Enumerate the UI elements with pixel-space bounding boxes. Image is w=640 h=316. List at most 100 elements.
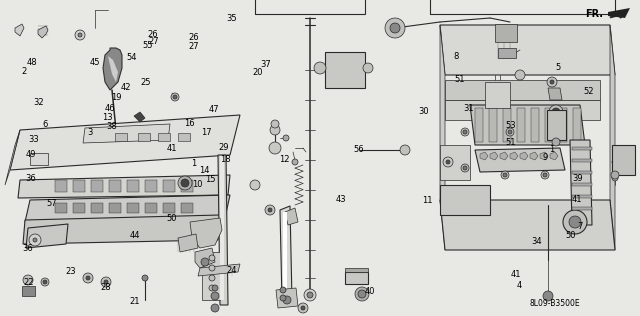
Circle shape: [178, 176, 192, 190]
Polygon shape: [23, 215, 220, 244]
Polygon shape: [517, 108, 525, 142]
Circle shape: [543, 291, 553, 301]
Polygon shape: [91, 203, 103, 213]
Polygon shape: [276, 288, 298, 308]
Polygon shape: [510, 152, 518, 160]
Polygon shape: [540, 152, 548, 160]
Circle shape: [283, 296, 291, 304]
Polygon shape: [83, 124, 170, 143]
Text: 52: 52: [584, 87, 594, 95]
Polygon shape: [572, 171, 592, 174]
Circle shape: [171, 93, 179, 101]
Polygon shape: [545, 108, 553, 142]
Circle shape: [209, 255, 215, 261]
Text: 26: 26: [147, 30, 157, 39]
Polygon shape: [440, 25, 445, 250]
Circle shape: [271, 120, 279, 128]
Circle shape: [558, 130, 562, 134]
Polygon shape: [198, 264, 240, 276]
Text: 45: 45: [90, 58, 100, 67]
Polygon shape: [485, 82, 510, 108]
Polygon shape: [489, 108, 497, 142]
Text: 12: 12: [280, 155, 290, 164]
Circle shape: [283, 135, 289, 141]
Polygon shape: [127, 203, 139, 213]
Circle shape: [463, 166, 467, 170]
Bar: [255, 0, 365, 14]
Polygon shape: [22, 286, 35, 296]
Text: 37: 37: [260, 60, 271, 69]
Text: 11: 11: [422, 196, 433, 205]
Text: 22: 22: [24, 278, 34, 287]
Text: 1: 1: [549, 145, 554, 154]
Text: 42: 42: [121, 83, 131, 92]
Bar: [495, 24, 517, 42]
Circle shape: [104, 280, 108, 284]
Polygon shape: [158, 133, 170, 141]
Text: 50: 50: [166, 214, 177, 222]
Polygon shape: [470, 105, 585, 145]
Circle shape: [86, 276, 90, 280]
Circle shape: [541, 171, 549, 179]
Polygon shape: [520, 152, 528, 160]
Polygon shape: [572, 207, 592, 210]
Text: 34: 34: [531, 237, 541, 246]
Polygon shape: [440, 200, 615, 250]
Polygon shape: [202, 252, 220, 300]
Circle shape: [142, 275, 148, 281]
Circle shape: [304, 289, 316, 301]
Polygon shape: [490, 152, 498, 160]
Polygon shape: [195, 248, 215, 268]
Text: 41: 41: [572, 195, 582, 204]
Polygon shape: [134, 112, 145, 122]
Text: 9: 9: [543, 153, 548, 162]
Text: 4: 4: [517, 282, 522, 290]
Circle shape: [443, 157, 453, 167]
Text: 8: 8: [453, 52, 458, 61]
Circle shape: [269, 142, 281, 154]
Circle shape: [543, 173, 547, 177]
Polygon shape: [530, 152, 538, 160]
Text: 5: 5: [556, 64, 561, 72]
Text: 36: 36: [22, 244, 33, 252]
Polygon shape: [220, 156, 224, 300]
Text: 53: 53: [506, 121, 516, 130]
Circle shape: [461, 128, 469, 136]
Polygon shape: [73, 180, 85, 192]
Text: 44: 44: [129, 231, 140, 240]
Text: 15: 15: [205, 175, 215, 184]
Text: 36: 36: [26, 174, 36, 183]
Circle shape: [461, 164, 469, 172]
Polygon shape: [550, 152, 558, 160]
Circle shape: [501, 171, 509, 179]
Polygon shape: [109, 180, 121, 192]
Text: 27: 27: [188, 42, 198, 51]
Text: 35: 35: [227, 14, 237, 23]
Polygon shape: [283, 212, 287, 298]
Polygon shape: [572, 195, 592, 198]
Circle shape: [209, 265, 215, 271]
Circle shape: [209, 285, 215, 291]
Text: 16: 16: [184, 119, 195, 128]
Text: 49: 49: [26, 150, 36, 159]
Circle shape: [280, 287, 286, 293]
Polygon shape: [55, 180, 67, 192]
Text: 7: 7: [577, 222, 582, 231]
Polygon shape: [440, 145, 470, 180]
Circle shape: [29, 234, 41, 246]
Text: 27: 27: [148, 37, 159, 46]
Polygon shape: [612, 145, 635, 175]
Text: 30: 30: [419, 107, 429, 116]
Polygon shape: [573, 108, 581, 142]
Text: 57: 57: [46, 199, 56, 208]
Text: 13: 13: [102, 113, 113, 122]
Polygon shape: [190, 218, 222, 248]
Circle shape: [211, 304, 219, 312]
Polygon shape: [15, 24, 24, 36]
Polygon shape: [559, 108, 567, 142]
Polygon shape: [26, 224, 68, 248]
Text: 31: 31: [463, 104, 474, 112]
Circle shape: [101, 277, 111, 287]
Polygon shape: [18, 175, 230, 198]
Text: 51: 51: [506, 138, 516, 147]
